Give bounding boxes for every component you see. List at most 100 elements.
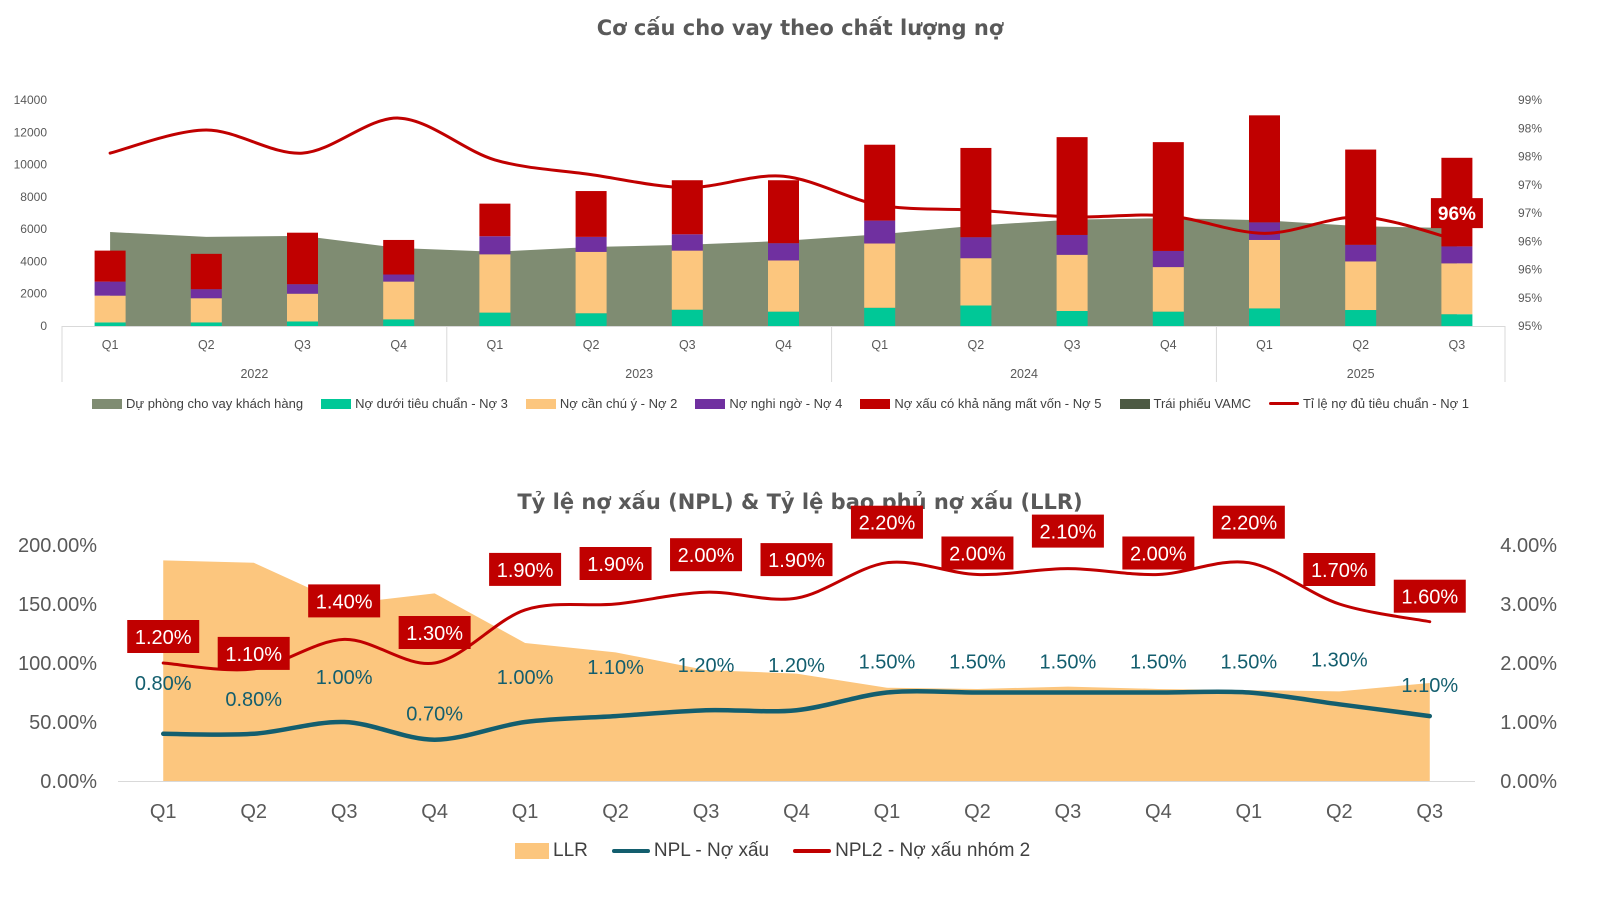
npl-data-label: 0.80%: [225, 689, 282, 711]
npl2-data-label: 1.60%: [1393, 579, 1466, 613]
x-axis-quarter-label: Q3: [294, 338, 311, 352]
y2-axis-tick-label: 95%: [1518, 291, 1542, 305]
npl-data-label: 1.50%: [949, 652, 1006, 674]
y-axis-tick-label: 10000: [14, 158, 48, 172]
bar-segment-no2: [94, 295, 126, 323]
legend-npl-llr: LLR NPL - Nợ xấu NPL2 - Nợ xấu nhóm 2: [515, 840, 1030, 862]
legend-line-swatch: [1269, 402, 1300, 405]
line-npl: [160, 689, 1433, 742]
npl2-data-label-box: [127, 620, 200, 653]
bar-segment-no2: [671, 250, 703, 310]
loan-structure-chart: 0 2000 4000 6000 8000 10000 12000 14000 95% 95% 96…: [14, 93, 1542, 382]
bar-segment-no5: [575, 191, 607, 237]
npl2-data-label-box: [1122, 536, 1195, 570]
legend-box-swatch: [92, 398, 122, 409]
npl-data-label: 1.50%: [1040, 652, 1097, 674]
legend-item: Nợ xấu có khả năng mất vốn - Nợ 5: [860, 396, 1102, 411]
npl-data-label: 0.80%: [135, 673, 192, 695]
npl2-data-label-box: [941, 536, 1014, 570]
x-axis-quarter-label: Q3: [1064, 338, 1081, 352]
bar-segment-no4: [768, 243, 799, 261]
npl2-data-label: 1.40%: [308, 584, 381, 618]
bar-segment-no4: [575, 236, 607, 252]
legend-box-swatch: [695, 398, 726, 409]
x-axis-quarter-label: Q1: [1235, 801, 1262, 823]
npl2-data-label: 2.10%: [1031, 514, 1104, 548]
npl2-data-label-text: 1.90%: [587, 554, 644, 576]
legend-item: Trái phiếu VAMC: [1119, 396, 1252, 411]
legend-item: Nợ nghi ngờ - Nợ 4: [695, 396, 842, 411]
npl2-data-label-box: [579, 547, 652, 580]
bar-segment-no4: [1249, 222, 1280, 240]
npl2-data-label-box: [1212, 505, 1285, 539]
x-axis-year-label: 2023: [625, 367, 653, 381]
bar-segment-no5: [1152, 142, 1184, 251]
npl-data-label: 1.50%: [859, 652, 916, 674]
npl2-data-label-box: [1303, 553, 1376, 586]
npl2-data-label-box: [398, 616, 471, 649]
bar-segment-no3: [479, 312, 511, 326]
y-axis-tick-label: 8000: [20, 190, 47, 204]
legend-label: NPL - Nợ xấu: [653, 840, 770, 861]
npl-data-label: 1.30%: [1311, 649, 1368, 671]
y2-axis-tick-label: 96%: [1518, 234, 1542, 248]
y2-axis-tick-label: 0.00%: [1500, 771, 1557, 793]
npl2-data-label-box: [308, 584, 381, 618]
x-axis-quarter-label: Q1: [150, 801, 177, 823]
legend-line-swatch: [611, 849, 650, 853]
npl2-data-label-text: 2.10%: [1040, 522, 1097, 544]
npl2-data-label-text: 1.60%: [1401, 587, 1458, 609]
y-axis-tick-label: 200.00%: [18, 535, 97, 557]
npl2-data-label-text: 1.70%: [1311, 560, 1368, 582]
legend-label: Trái phiếu VAMC: [1153, 396, 1252, 411]
npl2-data-label-text: 2.20%: [859, 513, 916, 535]
y-axis-tick-label: 4000: [20, 254, 47, 268]
npl2-data-label-box: [1031, 514, 1104, 548]
bar-segment-no4: [1345, 244, 1377, 262]
npl2-data-label-text: 2.00%: [678, 545, 735, 567]
y-axis-tick-label: 6000: [20, 222, 47, 236]
legend-box-swatch: [1119, 398, 1150, 409]
area-llr: [163, 560, 1430, 781]
npl-data-label: 1.50%: [1220, 652, 1277, 674]
npl2-data-label-box: [850, 505, 923, 539]
bar-segment-no5: [479, 203, 511, 237]
legend-label: Dự phòng cho vay khách hàng: [126, 396, 304, 411]
legend-item: Nợ cần chú ý - Nợ 2: [525, 396, 677, 411]
bar-segment-no2: [864, 243, 896, 308]
npl2-data-label-text: 2.00%: [949, 544, 1006, 566]
data-label-last: 96%: [1430, 198, 1483, 229]
bar-segment-no3: [864, 307, 896, 326]
legend-label: Nợ xấu có khả năng mất vốn - Nợ 5: [894, 396, 1102, 411]
x-axis-quarter-label: Q1: [102, 338, 119, 352]
bar-segment-no3: [1152, 311, 1184, 326]
npl-data-label: 1.00%: [316, 667, 373, 689]
bar-segment-no3: [768, 311, 799, 326]
legend-item: NPL2 - Nợ xấu nhóm 2: [793, 840, 1030, 862]
bar-segment-no2: [1441, 263, 1473, 315]
x-axis-quarter-label: Q3: [1416, 801, 1443, 823]
npl2-data-label: 1.20%: [127, 620, 200, 653]
npl2-data-label: 1.70%: [1303, 553, 1376, 586]
npl-data-label: 1.10%: [1401, 675, 1458, 697]
bar-segment-no5: [190, 253, 222, 290]
x-axis-quarter-label: Q4: [390, 338, 407, 352]
npl2-data-label-text: 1.20%: [135, 627, 192, 649]
legend-label: LLR: [553, 840, 588, 861]
y-axis-tick-label: 0.00%: [40, 771, 97, 793]
npl2-data-label: 1.30%: [398, 616, 471, 649]
x-axis-quarter-label: Q2: [602, 801, 629, 823]
y-axis-tick-label: 14000: [14, 93, 48, 107]
x-axis-quarter-label: Q1: [512, 801, 539, 823]
x-axis-quarter-label: Q3: [1449, 338, 1466, 352]
legend-label: Nợ dưới tiêu chuẩn - Nợ 3: [355, 396, 508, 411]
bar-segment-no5: [671, 180, 703, 235]
chart-title-loan-structure: Cơ cấu cho vay theo chất lượng nợ: [596, 16, 1004, 40]
y2-axis-tick-label: 97%: [1518, 206, 1542, 220]
x-axis-quarter-label: Q4: [783, 801, 810, 823]
npl2-data-label-box: [670, 538, 743, 572]
npl2-data-label-box: [489, 552, 562, 586]
y-axis-tick-label: 2000: [20, 287, 47, 301]
npl2-data-label-box: [217, 636, 290, 670]
legend-box-swatch: [321, 398, 352, 409]
